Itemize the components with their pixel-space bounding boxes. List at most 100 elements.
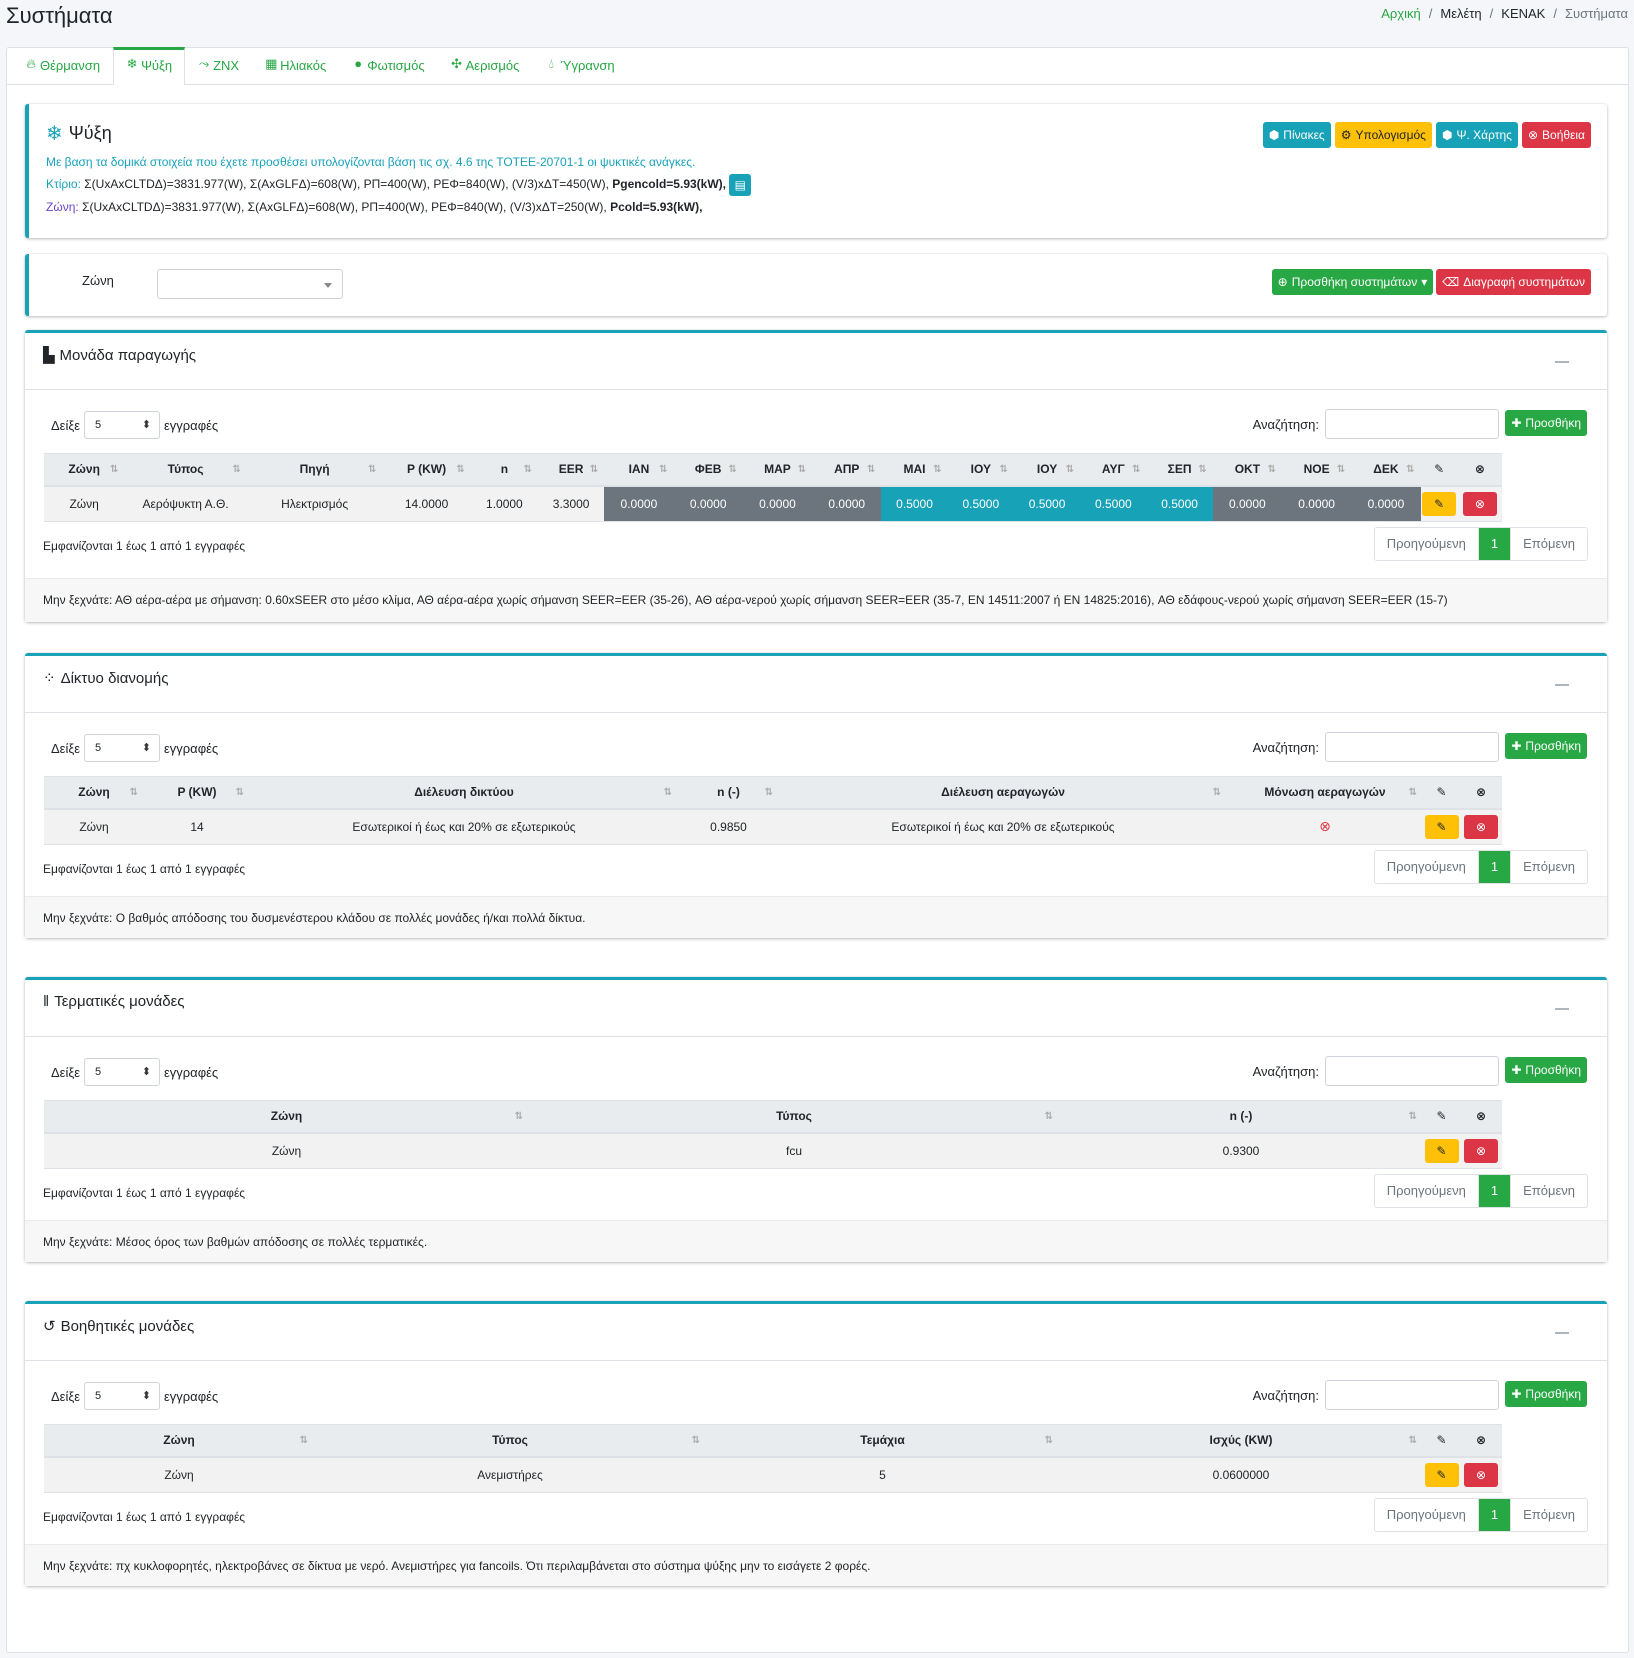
psychrometric-chart-button[interactable]: ⬢ Ψ. Χάρτης	[1435, 122, 1518, 148]
col-header[interactable]: Ζώνη ⇅	[44, 453, 125, 487]
terminal-icon: ‖	[43, 993, 50, 1010]
add-button[interactable]: ✚ Προσθήκη	[1505, 410, 1587, 436]
tab-cooling[interactable]: ❄ Ψύξη	[113, 47, 186, 85]
col-header[interactable]: Πηγή ⇅	[246, 453, 383, 487]
col-header[interactable]: ΦΕΒ ⇅	[673, 453, 743, 487]
search-input[interactable]	[1325, 1380, 1499, 1410]
col-header[interactable]: ΜΑΙ ⇅	[881, 453, 948, 487]
col-header[interactable]: Τύπος ⇅	[529, 1100, 1059, 1134]
delete-button[interactable]: ⊗	[1464, 814, 1498, 839]
next-button[interactable]: Επόμενη	[1523, 1183, 1575, 1198]
tab-ventilation[interactable]: ✣ Αερισμός	[438, 47, 533, 85]
breadcrumb-study[interactable]: Μελέτη	[1440, 6, 1482, 21]
col-header[interactable]: ΙΟΥ ⇅	[947, 453, 1014, 487]
search-input[interactable]	[1325, 409, 1499, 439]
tab-lighting[interactable]: ● Φωτισμός	[339, 47, 437, 85]
add-button[interactable]: ✚ Προσθήκη	[1505, 733, 1587, 759]
prev-button[interactable]: Προηγούμενη	[1386, 859, 1466, 874]
zone-select[interactable]	[157, 269, 343, 299]
building-loads: Κτίριο: Σ(UxAxCLTDΔ)=3831.977(W), Σ(AxGL…	[46, 174, 752, 196]
cubes-icon: ⬢	[1268, 128, 1280, 142]
calculator-button[interactable]: ▤	[729, 174, 752, 196]
section-title-text: Μονάδα παραγωγής	[59, 346, 197, 364]
col-header[interactable]: Ζώνη ⇅	[44, 776, 144, 810]
page-button[interactable]: 1	[1477, 851, 1512, 883]
breadcrumb-home[interactable]: Αρχική	[1381, 6, 1421, 21]
tab-heating[interactable]: 🔥︎ Θέρμανση	[12, 47, 113, 85]
col-header[interactable]: n ⇅	[470, 453, 538, 487]
next-button[interactable]: Επόμενη	[1523, 536, 1575, 551]
col-header[interactable]: ΑΠΡ ⇅	[812, 453, 882, 487]
search-input[interactable]	[1325, 732, 1499, 762]
calculate-button[interactable]: ⚙ Υπολογισμός	[1334, 122, 1432, 148]
col-header[interactable]: Ζώνη ⇅	[44, 1100, 529, 1134]
edit-button[interactable]: ✎	[1422, 491, 1457, 516]
col-header[interactable]: Διέλευση αεραγωγών ⇅	[779, 776, 1227, 810]
delete-button[interactable]: ⊗	[1464, 1138, 1498, 1163]
search-input[interactable]	[1325, 1056, 1499, 1086]
prev-button[interactable]: Προηγούμενη	[1386, 536, 1466, 551]
col-header[interactable]: ΜΑΡ ⇅	[742, 453, 813, 487]
delete-systems-button[interactable]: ⌫ Διαγραφή συστημάτων	[1436, 269, 1591, 295]
col-header[interactable]: Ισχύς (KW) ⇅	[1059, 1424, 1423, 1458]
col-header[interactable]: ΟΚΤ ⇅	[1212, 453, 1282, 487]
collapse-button[interactable]	[1555, 1008, 1569, 1010]
add-button[interactable]: ✚ Προσθήκη	[1505, 1057, 1587, 1083]
collapse-button[interactable]	[1555, 1332, 1569, 1334]
col-header[interactable]: n (-) ⇅	[1059, 1100, 1423, 1134]
col-header[interactable]: ΝΟΕ ⇅	[1282, 453, 1352, 487]
page-length: Δείξε5εγγραφές	[51, 1058, 218, 1086]
col-header[interactable]: Διέλευση δικτύου ⇅	[250, 776, 678, 810]
entries-label: εγγραφές	[163, 1388, 219, 1404]
col-header[interactable]: Τύπος ⇅	[314, 1424, 706, 1458]
section-title-text: Βοηθητικές μονάδες	[60, 1317, 195, 1335]
page-button[interactable]: 1	[1477, 1175, 1512, 1207]
collapse-button[interactable]	[1555, 361, 1569, 363]
edit-button[interactable]: ✎	[1424, 1462, 1459, 1487]
col-header[interactable]: P (KW) ⇅	[144, 776, 250, 810]
col-header[interactable]: Τεμάχια ⇅	[706, 1424, 1059, 1458]
tab-humidification[interactable]: 💧︎ Ύγρανση	[532, 47, 627, 85]
col-header[interactable]: Ζώνη ⇅	[44, 1424, 314, 1458]
col-header[interactable]: Μόνωση αεραγωγών ⇅	[1227, 776, 1423, 810]
length-select[interactable]: 5	[83, 1058, 160, 1086]
col-header[interactable]: ΔΕΚ ⇅	[1351, 453, 1421, 487]
col-header[interactable]: n (-) ⇅	[678, 776, 779, 810]
next-button[interactable]: Επόμενη	[1523, 859, 1575, 874]
production-table: Ζώνη ⇅ Τύπος ⇅ Πηγή ⇅ P (KW) ⇅ n ⇅ EER ⇅ ΙΑΝ ⇅ …	[44, 453, 1502, 522]
prev-button[interactable]: Προηγούμενη	[1386, 1183, 1466, 1198]
show-label: Δείξε	[51, 1064, 80, 1080]
pagination: Προηγούμενη 1 Επόμενη	[1373, 1498, 1588, 1532]
col-header[interactable]: Τύπος ⇅	[124, 453, 247, 487]
cell: 1.0000	[470, 485, 538, 522]
length-select[interactable]: 5	[83, 734, 160, 762]
breadcrumb-kenak[interactable]: KENAK	[1501, 6, 1546, 21]
tab-solar[interactable]: ▦ Ηλιακός	[252, 47, 339, 85]
col-header[interactable]: ΙΑΝ ⇅	[604, 453, 674, 487]
collapse-button[interactable]	[1555, 684, 1569, 686]
delete-button[interactable]: ⊗	[1464, 1462, 1498, 1487]
page-button[interactable]: 1	[1477, 528, 1512, 560]
col-header[interactable]: EER ⇅	[538, 453, 605, 487]
col-header[interactable]: ΙΟΥ ⇅	[1013, 453, 1081, 487]
help-button[interactable]: ⊗ Βοήθεια	[1521, 122, 1591, 148]
length-select[interactable]: 5	[83, 411, 160, 439]
cell: 3.3000	[538, 485, 605, 522]
delete-button[interactable]: ⊗	[1462, 491, 1497, 516]
edit-button[interactable]: ✎	[1424, 814, 1459, 839]
col-header[interactable]: ΑΥΓ ⇅	[1080, 453, 1147, 487]
tab-dhw[interactable]: ⤳ ΖΝΧ	[185, 47, 252, 85]
col-header[interactable]: ΣΕΠ ⇅	[1146, 453, 1213, 487]
edit-button[interactable]: ✎	[1424, 1138, 1459, 1163]
length-select[interactable]: 5	[83, 1382, 160, 1410]
add-systems-button[interactable]: ⊕ Προσθήκη συστημάτων ▾	[1271, 269, 1434, 295]
breadcrumb-separator: /	[1553, 6, 1557, 21]
prev-button[interactable]: Προηγούμενη	[1386, 1507, 1466, 1522]
next-button[interactable]: Επόμενη	[1523, 1507, 1575, 1522]
search: Αναζήτηση:	[1253, 732, 1499, 762]
note: Μην ξεχνάτε: ΑΘ αέρα-αέρα με σήμανση: 0.…	[25, 578, 1607, 622]
col-header[interactable]: P (KW) ⇅	[382, 453, 471, 487]
add-button[interactable]: ✚ Προσθήκη	[1505, 1381, 1587, 1407]
page-button[interactable]: 1	[1477, 1499, 1512, 1531]
tables-button[interactable]: ⬢ Πίνακες	[1262, 122, 1331, 148]
